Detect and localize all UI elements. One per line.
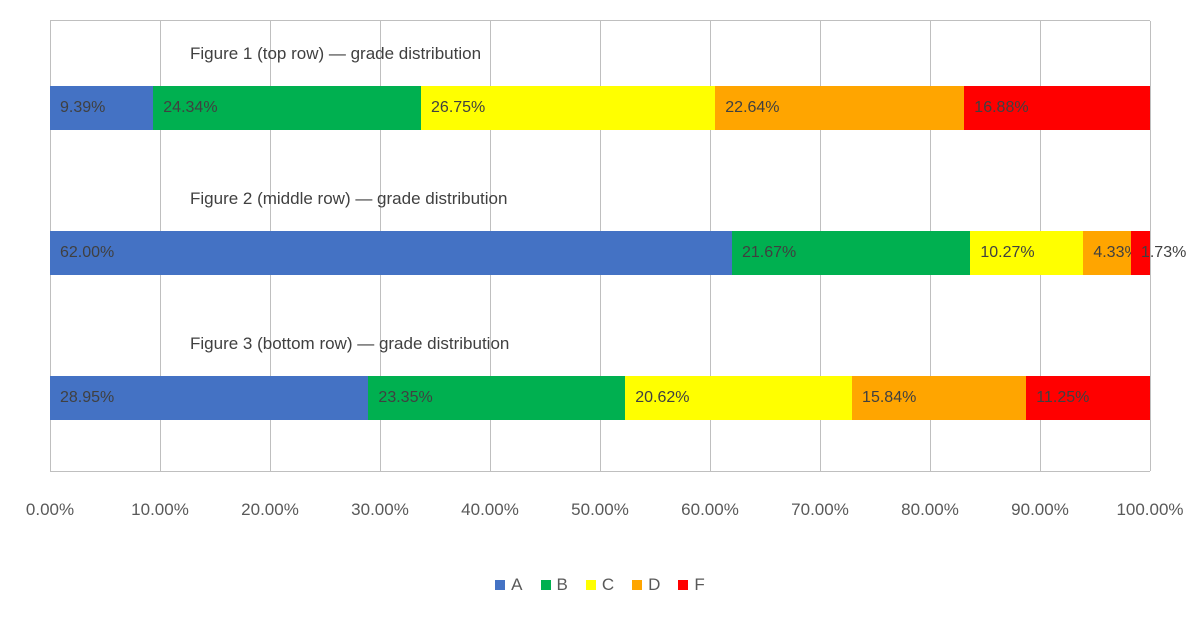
bar-segment-A: 62.00%	[50, 231, 732, 275]
bar-row: 62.00% 21.67% 10.27% 4.33%1.73%	[50, 231, 1150, 275]
legend-label: F	[694, 575, 704, 595]
legend-item: F	[678, 575, 704, 595]
legend-swatch	[678, 580, 688, 590]
bar-segment-C: 10.27%	[970, 231, 1083, 275]
plot-area: Figure 1 (top row) — grade distribution 9…	[50, 20, 1150, 472]
bar-segment-F: 16.88%	[964, 86, 1150, 130]
bar-segment-F: 1.73%	[1131, 231, 1150, 275]
legend-label: D	[648, 575, 660, 595]
bar-segment-C: 26.75%	[421, 86, 715, 130]
x-tick-label: 50.00%	[571, 500, 629, 520]
row-title: Figure 1 (top row) — grade distribution	[190, 44, 481, 64]
stacked-bar-chart: Figure 1 (top row) — grade distribution 9…	[0, 0, 1200, 628]
bar-segment-A: 28.95%	[50, 376, 368, 420]
x-tick-label: 60.00%	[681, 500, 739, 520]
legend: ABCDF	[0, 575, 1200, 595]
legend-swatch	[632, 580, 642, 590]
bar-segment-D: 22.64%	[715, 86, 964, 130]
segment-value-label: 16.88%	[964, 99, 1028, 117]
x-tick-label: 0.00%	[26, 500, 74, 520]
segment-value-label: 15.84%	[852, 389, 916, 407]
bar-row: 28.95% 23.35% 20.62% 15.84% 11.25%	[50, 376, 1150, 420]
legend-label: B	[557, 575, 568, 595]
row-title: Figure 2 (middle row) — grade distributi…	[190, 189, 507, 209]
legend-label: A	[511, 575, 522, 595]
segment-value-label: 21.67%	[732, 244, 796, 262]
segment-value-label: 62.00%	[50, 244, 114, 262]
legend-swatch	[495, 580, 505, 590]
bar-segment-D: 4.33%	[1083, 231, 1131, 275]
x-tick-label: 80.00%	[901, 500, 959, 520]
legend-swatch	[586, 580, 596, 590]
bar-segment-F: 11.25%	[1026, 376, 1150, 420]
legend-item: C	[586, 575, 614, 595]
x-tick-label: 100.00%	[1116, 500, 1183, 520]
legend-item: B	[541, 575, 568, 595]
x-tick-label: 10.00%	[131, 500, 189, 520]
legend-swatch	[541, 580, 551, 590]
segment-value-label: 24.34%	[153, 99, 217, 117]
x-tick-label: 40.00%	[461, 500, 519, 520]
segment-value-label: 26.75%	[421, 99, 485, 117]
x-tick-label: 20.00%	[241, 500, 299, 520]
bar-segment-D: 15.84%	[852, 376, 1026, 420]
segment-value-label: 10.27%	[970, 244, 1034, 262]
x-tick-label: 70.00%	[791, 500, 849, 520]
bar-row: 9.39% 24.34% 26.75% 22.64% 16.88%	[50, 86, 1150, 130]
segment-value-label: 11.25%	[1026, 389, 1089, 407]
segment-value-label: 1.73%	[1131, 244, 1186, 262]
segment-value-label: 22.64%	[715, 99, 779, 117]
segment-value-label: 23.35%	[368, 389, 432, 407]
segment-value-label: 9.39%	[50, 99, 105, 117]
x-tick-label: 30.00%	[351, 500, 409, 520]
bar-segment-C: 20.62%	[625, 376, 852, 420]
legend-item: A	[495, 575, 522, 595]
bar-segment-B: 24.34%	[153, 86, 421, 130]
legend-label: C	[602, 575, 614, 595]
bar-segment-A: 9.39%	[50, 86, 153, 130]
bar-segment-B: 23.35%	[368, 376, 625, 420]
legend-item: D	[632, 575, 660, 595]
bar-segment-B: 21.67%	[732, 231, 970, 275]
segment-value-label: 20.62%	[625, 389, 689, 407]
row-title: Figure 3 (bottom row) — grade distributi…	[190, 334, 509, 354]
segment-value-label: 28.95%	[50, 389, 114, 407]
x-tick-label: 90.00%	[1011, 500, 1069, 520]
